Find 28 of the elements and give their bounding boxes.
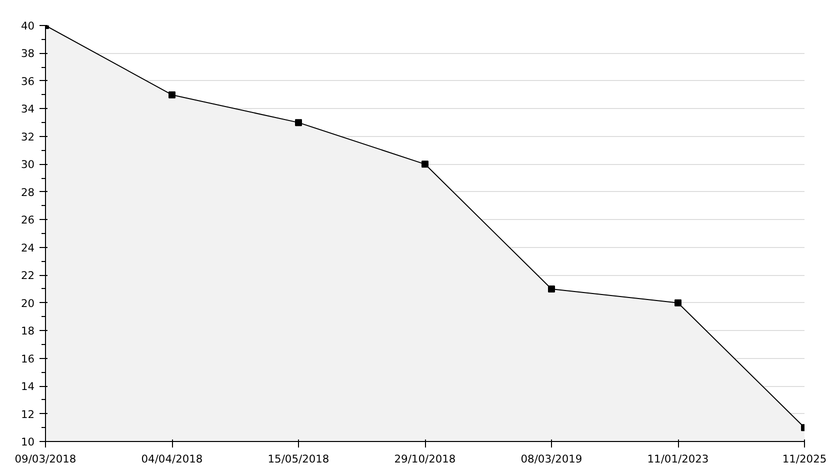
point xyxy=(168,91,176,98)
y-tick-label: 16 xyxy=(20,352,35,366)
y-tick-label: 38 xyxy=(20,47,35,60)
x-tick-label: 11/01/2023 xyxy=(647,452,709,466)
x-tick-label: 09/03/2018 xyxy=(14,452,76,466)
y-tick-label: 26 xyxy=(20,214,35,227)
y-tick-label: 24 xyxy=(20,241,35,254)
point xyxy=(295,119,302,126)
y-tick-label: 14 xyxy=(20,380,35,394)
y-tick-label: 10 xyxy=(20,436,35,448)
y-tick-label: 30 xyxy=(20,158,35,172)
y-tick-label: 28 xyxy=(20,186,35,199)
x-tick-label: 04/04/2018 xyxy=(141,452,203,466)
x-tick-label: 08/03/2019 xyxy=(520,452,582,466)
point xyxy=(422,160,428,168)
y-tick-label: 34 xyxy=(20,102,35,116)
point xyxy=(548,285,555,292)
point xyxy=(674,299,682,306)
y-tick-label: 20 xyxy=(20,296,35,310)
y-tick-label: 12 xyxy=(20,408,35,421)
y-tick-label: 22 xyxy=(20,269,35,282)
y-tick-label: 36 xyxy=(20,74,35,88)
y-tick-label: 18 xyxy=(20,324,35,338)
y-tick-label: 32 xyxy=(20,130,35,144)
y-tick-label: 40 xyxy=(20,20,35,32)
x-tick-label: 15/05/2018 xyxy=(268,452,330,466)
x-tick-label: 29/10/2018 xyxy=(394,452,456,466)
x-tick-label: 11/2025 xyxy=(782,452,827,466)
